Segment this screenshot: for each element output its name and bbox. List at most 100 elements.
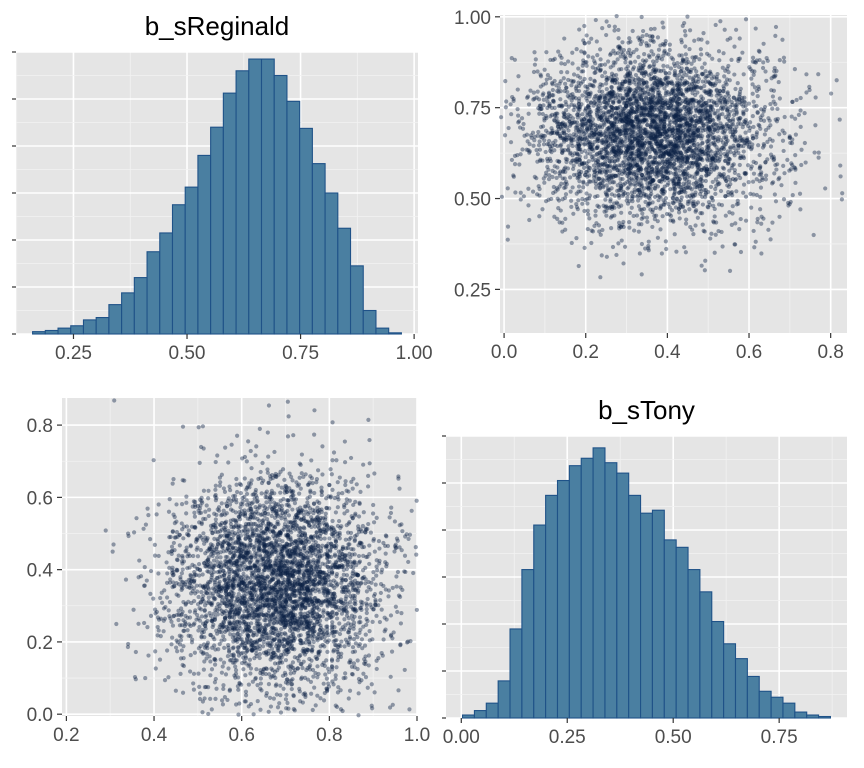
scatter-point bbox=[606, 155, 611, 160]
scatter-point bbox=[675, 100, 680, 105]
scatter-point bbox=[707, 70, 712, 76]
scatter-point bbox=[654, 142, 660, 147]
scatter-point bbox=[722, 158, 728, 164]
scatter-point bbox=[724, 122, 729, 127]
scatter-point bbox=[540, 207, 545, 212]
scatter-point bbox=[699, 174, 704, 179]
scatter-point bbox=[773, 33, 778, 38]
scatter-point bbox=[559, 103, 564, 108]
histogram-bar bbox=[337, 227, 352, 335]
scatter-point bbox=[226, 460, 231, 465]
scatter-point bbox=[724, 153, 730, 158]
scatter-point bbox=[642, 141, 648, 146]
scatter-point bbox=[701, 100, 706, 105]
scatter-point bbox=[637, 167, 642, 172]
scatter-point bbox=[630, 109, 635, 114]
scatter-point bbox=[286, 414, 291, 419]
scatter-point bbox=[737, 227, 742, 232]
scatter-point bbox=[688, 106, 693, 111]
scatter-point bbox=[635, 194, 640, 199]
scatter-point bbox=[639, 145, 644, 150]
scatter-point bbox=[323, 511, 328, 516]
scatter-point bbox=[681, 82, 687, 87]
scatter-point bbox=[770, 138, 775, 143]
scatter-point bbox=[751, 192, 756, 197]
scatter-point bbox=[569, 198, 574, 203]
scatter-point bbox=[621, 261, 626, 266]
histogram-bar bbox=[248, 58, 263, 335]
scatter-point bbox=[771, 154, 776, 159]
scatter-point bbox=[639, 14, 644, 20]
scatter-point bbox=[643, 199, 648, 205]
scatter-point bbox=[681, 59, 687, 64]
scatter-point bbox=[685, 131, 690, 136]
scatter-point bbox=[733, 242, 738, 247]
scatter-point bbox=[747, 65, 752, 70]
scatter-point bbox=[645, 89, 650, 94]
scatter-point bbox=[584, 60, 589, 65]
scatter-point bbox=[531, 90, 536, 95]
scatter-point bbox=[623, 60, 628, 65]
scatter-point bbox=[585, 151, 590, 156]
scatter-point bbox=[277, 701, 282, 706]
scatter-point bbox=[625, 186, 630, 191]
scatter-point bbox=[236, 712, 241, 717]
scatter-point bbox=[676, 64, 681, 69]
scatter-point bbox=[581, 161, 586, 166]
scatter-point bbox=[558, 97, 563, 102]
scatter-point bbox=[571, 120, 576, 125]
scatter-point bbox=[394, 574, 399, 579]
scatter-point bbox=[692, 175, 697, 180]
scatter-point bbox=[643, 177, 649, 182]
scatter-point bbox=[597, 68, 602, 73]
scatter-point bbox=[587, 216, 592, 221]
scatter-point bbox=[684, 73, 689, 78]
y-tick-label: 1.00 bbox=[454, 8, 491, 29]
scatter-point bbox=[715, 123, 720, 128]
scatter-point bbox=[629, 118, 634, 124]
scatter-point bbox=[690, 130, 696, 135]
scatter-point bbox=[708, 88, 713, 94]
scatter-point bbox=[311, 674, 316, 679]
scatter-point bbox=[627, 199, 632, 204]
scatter-point bbox=[743, 218, 749, 223]
scatter-point bbox=[637, 189, 642, 194]
scatter-point bbox=[619, 67, 624, 72]
scatter-point bbox=[671, 61, 677, 66]
scatter-point bbox=[661, 188, 666, 194]
scatter-point bbox=[734, 189, 739, 194]
scatter-point bbox=[603, 161, 608, 166]
scatter-point bbox=[613, 106, 618, 111]
scatter-point bbox=[586, 139, 591, 144]
scatter-point bbox=[693, 119, 698, 124]
scatter-point bbox=[692, 38, 697, 43]
scatter-point bbox=[675, 101, 680, 106]
scatter-point bbox=[788, 167, 794, 172]
scatter-point bbox=[608, 65, 613, 70]
scatter-point bbox=[543, 81, 549, 86]
scatter-point bbox=[681, 57, 686, 62]
scatter-point bbox=[562, 148, 567, 153]
scatter-point bbox=[680, 204, 685, 209]
scatter-point bbox=[579, 136, 584, 142]
scatter-point bbox=[563, 81, 568, 86]
scatter-point bbox=[636, 65, 641, 71]
scatter-point bbox=[639, 143, 644, 148]
scatter-point bbox=[552, 164, 557, 169]
scatter-point bbox=[803, 160, 808, 165]
scatter-point bbox=[693, 84, 699, 89]
scatter-point bbox=[540, 135, 545, 140]
scatter-point bbox=[658, 142, 663, 148]
scatter-point bbox=[606, 143, 612, 148]
scatter-point bbox=[713, 111, 718, 116]
scatter-point bbox=[723, 114, 728, 120]
scatter-point bbox=[604, 254, 609, 259]
scatter-point bbox=[583, 173, 588, 178]
scatter-point bbox=[690, 193, 696, 198]
scatter-point bbox=[650, 38, 655, 43]
scatter-point bbox=[648, 71, 654, 76]
scatter-point bbox=[829, 91, 834, 96]
scatter-point bbox=[603, 147, 608, 152]
scatter-point bbox=[674, 95, 680, 100]
scatter-point bbox=[672, 191, 677, 196]
